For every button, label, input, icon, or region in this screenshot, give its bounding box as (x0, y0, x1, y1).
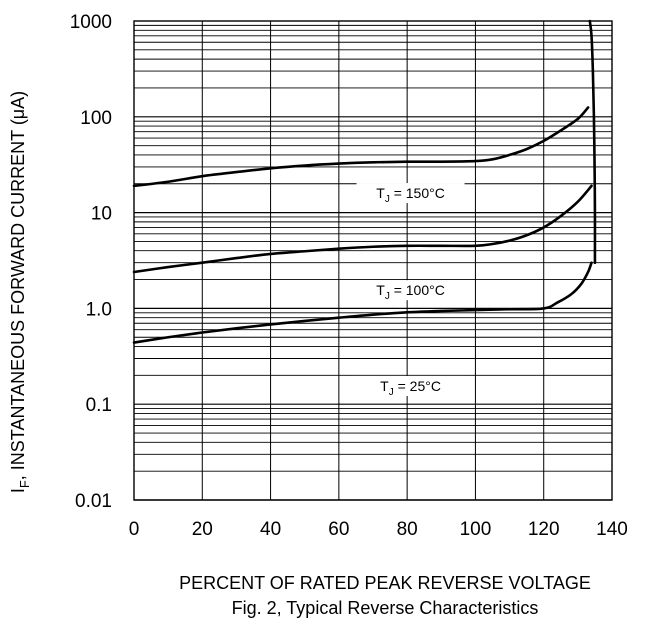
series-labels: TJ = 150°C TJ = 100°C TJ = 25°C (356, 183, 465, 398)
y-axis-title-subscript: F (17, 480, 32, 488)
x-tick-label: 80 (397, 519, 418, 540)
y-tick-label: 100 (80, 108, 112, 129)
series-layer (132, 19, 597, 344)
x-axis-title: PERCENT OF RATED PEAK REVERSE VOLTAGE (179, 573, 591, 593)
x-tick-label: 40 (260, 519, 281, 540)
x-tick-label: 120 (528, 519, 560, 540)
series-label-bg (356, 183, 465, 204)
y-tick-labels: 1000 100 10 1.0 0.1 0.01 (70, 12, 112, 512)
figure-caption: Fig. 2, Typical Reverse Characteristics (232, 598, 539, 618)
x-tick-labels: 0 20 40 60 80 100 120 140 (129, 519, 628, 540)
y-axis-title-rest: , INSTANTANEOUS FORWARD CURRENT (μA) (8, 91, 28, 480)
y-axis-title-prefix: I (8, 488, 28, 493)
y-tick-label: 10 (91, 204, 112, 225)
x-tick-label: 0 (129, 519, 140, 540)
y-tick-label: 0.1 (86, 395, 112, 416)
plot-frame (133, 20, 613, 501)
series-label-3: TJ = 25°C (380, 378, 441, 398)
series-label-1: TJ = 150°C (376, 185, 445, 205)
x-tick-label: 140 (596, 519, 628, 540)
series-label-2: TJ = 100°C (376, 282, 445, 302)
series-line-3 (132, 261, 593, 344)
y-tick-label: 1.0 (86, 299, 112, 320)
x-tick-label: 20 (192, 519, 213, 540)
series-label-bg (356, 280, 465, 301)
major-grid-lines (133, 21, 613, 501)
series-label-bg (356, 375, 465, 396)
series-line-4 (588, 19, 597, 264)
y-tick-label: 0.01 (75, 491, 112, 512)
series-line-2 (132, 184, 593, 274)
y-tick-label: 1000 (70, 12, 112, 33)
series-line-1 (132, 106, 590, 188)
y-axis-title: IF, INSTANTANEOUS FORWARD CURRENT (μA) (8, 91, 32, 493)
x-tick-label: 100 (460, 519, 492, 540)
x-tick-label: 60 (328, 519, 349, 540)
